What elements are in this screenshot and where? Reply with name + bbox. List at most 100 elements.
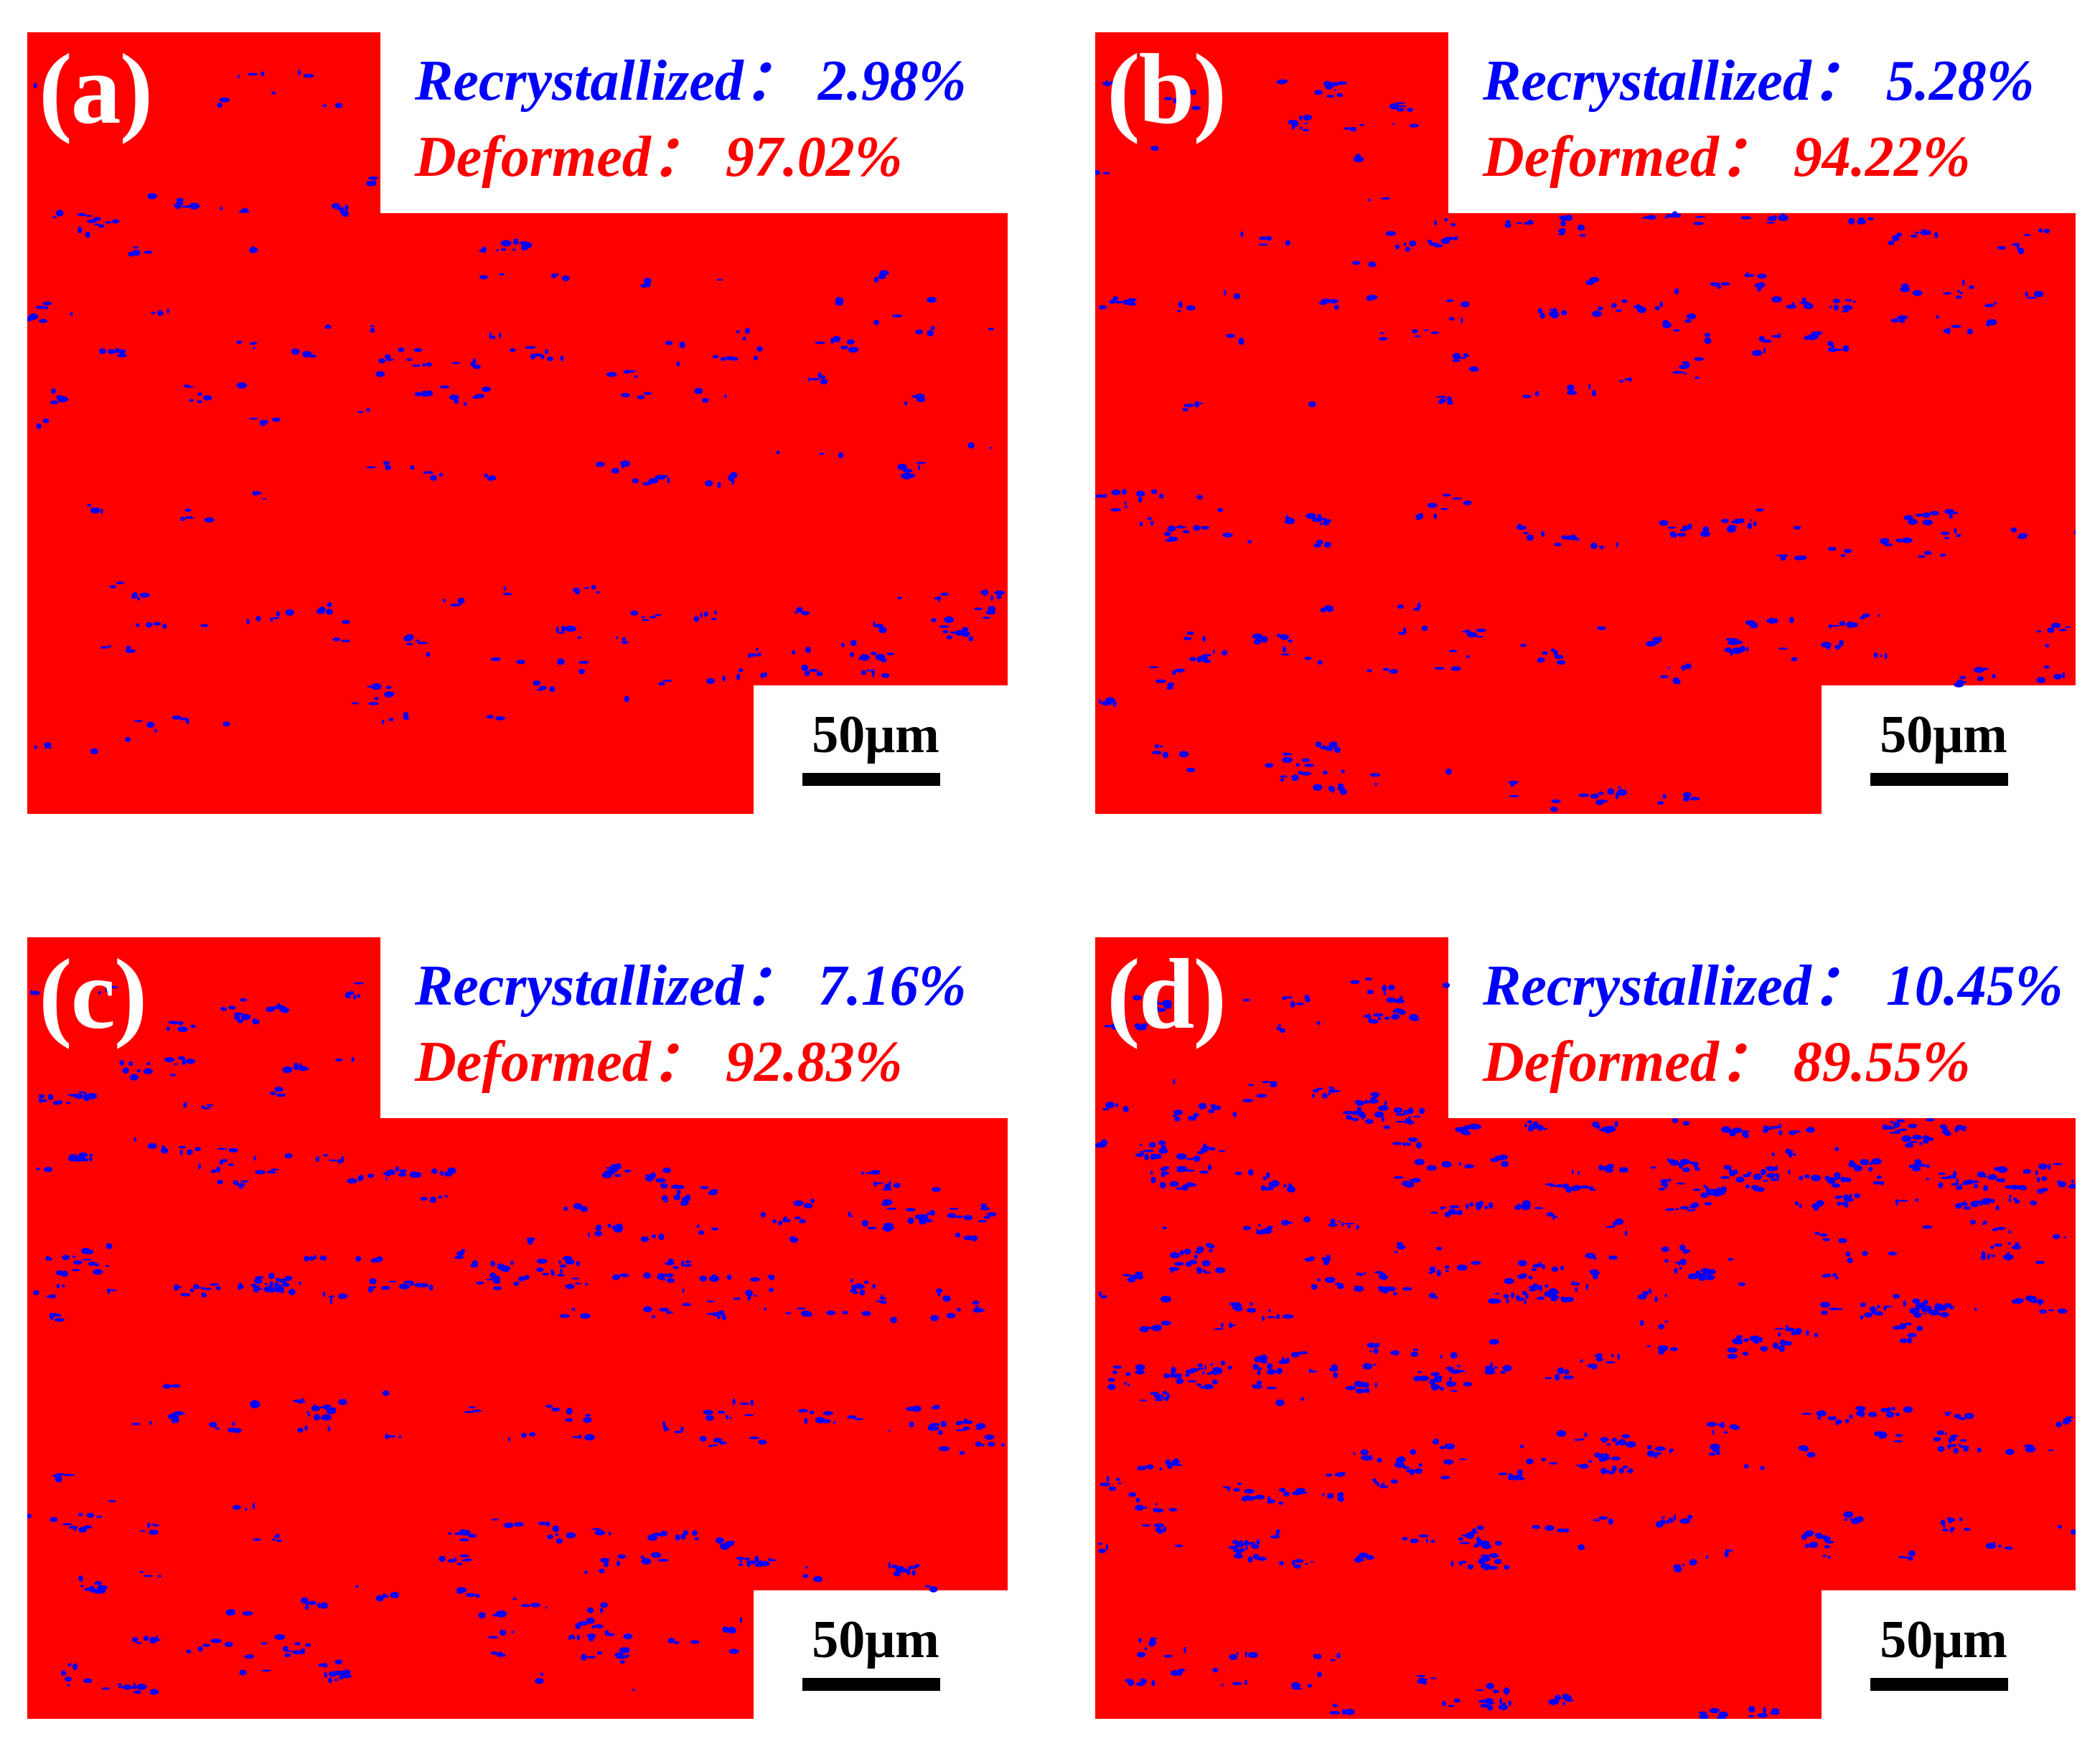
recrystallized-grain — [1926, 1178, 1929, 1181]
recrystallized-grain — [1375, 1343, 1380, 1347]
recrystallized-grain — [487, 715, 494, 719]
recrystallized-grain — [174, 203, 179, 207]
recrystallized-grain — [1516, 1297, 1525, 1301]
recrystallized-grain — [1757, 1712, 1768, 1718]
recrystallized-grain — [606, 372, 617, 377]
recrystallized-grain — [1176, 525, 1184, 529]
recrystallized-grain — [1504, 1565, 1510, 1570]
recrystallized-grain — [1390, 1479, 1398, 1484]
recrystallized-grain — [892, 314, 902, 318]
recrystallized-grain — [339, 1675, 344, 1680]
recrystallized-grain — [1398, 1455, 1405, 1460]
recrystallized-grain — [882, 1199, 890, 1205]
recrystallized-grain — [475, 1593, 480, 1598]
recrystallized-grain — [1394, 1251, 1398, 1254]
recrystallized-grain — [1285, 240, 1290, 246]
recrystallized-grain — [746, 1562, 751, 1567]
recrystallized-grain — [215, 1427, 220, 1430]
recrystallized-grain — [772, 1219, 777, 1224]
recrystallized-grain — [1171, 1669, 1179, 1676]
recrystallized-grain — [933, 1404, 940, 1408]
recrystallized-grain — [1544, 1284, 1549, 1288]
recrystallized-grain — [1592, 1275, 1598, 1280]
recrystallized-grain — [1915, 1198, 1918, 1202]
recrystallized-grain — [197, 400, 202, 403]
recrystallized-grain — [1963, 1206, 1972, 1210]
recrystallized-grain — [202, 1643, 210, 1647]
recrystallized-grain — [1158, 493, 1164, 499]
recrystallized-grain — [703, 611, 708, 617]
recrystallized-grain — [1389, 103, 1400, 110]
recrystallized-grain — [940, 1420, 947, 1427]
recrystallized-grain — [873, 621, 876, 627]
recrystallized-grain — [1503, 1294, 1510, 1299]
recrystallized-grain — [444, 1195, 449, 1198]
recrystallized-grain — [1412, 1349, 1418, 1351]
recrystallized-grain — [1305, 997, 1311, 1003]
recrystallized-grain — [1433, 1378, 1442, 1383]
recrystallized-grain — [1447, 1704, 1456, 1707]
recrystallized-grain — [1150, 489, 1158, 494]
recrystallized-grain — [1814, 1232, 1819, 1235]
recrystallized-grain — [1527, 1120, 1532, 1124]
recrystallized-grain — [1374, 782, 1377, 787]
recrystallized-grain — [1752, 350, 1763, 357]
recrystallized-grain — [1433, 244, 1443, 248]
recrystallized-grain — [1238, 339, 1244, 345]
recrystallized-grain — [430, 474, 437, 481]
recrystallized-grain — [334, 1673, 344, 1676]
recrystallized-grain — [1358, 1272, 1364, 1277]
recrystallized-grain — [1962, 279, 1965, 286]
recrystallized-grain — [946, 1313, 956, 1318]
recrystallized-grain — [1844, 1419, 1850, 1423]
recrystallized-grain — [88, 1261, 96, 1266]
recrystallized-grain — [663, 1197, 668, 1203]
recrystallized-grain — [1839, 1202, 1848, 1206]
recrystallized-grain — [149, 1689, 159, 1695]
recrystallized-grain — [264, 1283, 268, 1285]
recrystallized-grain — [1242, 1099, 1254, 1102]
recrystallized-grain — [143, 1068, 153, 1074]
scale-bar-box: 50μm — [754, 1590, 1008, 1719]
recrystallized-grain — [700, 612, 703, 619]
recrystallized-grain — [61, 1284, 65, 1288]
recrystallized-grain — [201, 1105, 205, 1108]
recrystallized-grain — [819, 453, 825, 455]
recrystallized-grain — [275, 1636, 278, 1638]
recrystallized-grain — [285, 609, 294, 616]
recrystallized-grain — [2043, 228, 2050, 233]
recrystallized-grain — [167, 308, 169, 314]
recrystallized-grain — [463, 402, 467, 406]
recrystallized-grain — [1466, 1204, 1469, 1209]
recrystallized-grain — [905, 1208, 916, 1211]
recrystallized-grain — [1481, 1562, 1486, 1569]
recrystallized-grain — [1278, 1360, 1282, 1364]
recrystallized-grain — [1341, 1221, 1344, 1227]
recrystallized-grain — [326, 609, 333, 615]
recrystallized-grain — [69, 1526, 78, 1529]
recrystallized-grain — [1827, 1416, 1837, 1420]
recrystallized-grain — [733, 1297, 741, 1300]
recrystallized-grain — [1149, 1142, 1156, 1148]
recrystallized-grain — [1472, 1528, 1476, 1532]
recrystallized-grain — [169, 1074, 176, 1077]
recrystallized-grain — [1684, 372, 1687, 375]
recrystallized-grain — [46, 1257, 53, 1261]
recrystallized-grain — [1276, 1026, 1280, 1031]
recrystallized-grain — [284, 1275, 293, 1281]
recrystallized-grain — [895, 1567, 903, 1572]
deformed-label: Deformed — [1483, 1031, 1719, 1094]
recrystallized-grain — [1167, 1462, 1173, 1469]
recrystallized-grain — [357, 411, 364, 413]
recrystallized-grain — [69, 1154, 78, 1156]
recrystallized-grain — [938, 1430, 943, 1435]
recrystallized-grain — [1242, 1496, 1247, 1499]
recrystallized-grain — [655, 1178, 666, 1183]
recrystallized-grain — [72, 1663, 78, 1671]
recrystallized-grain — [1552, 1215, 1558, 1219]
recrystallized-grain — [413, 348, 423, 352]
recrystallized-grain — [1450, 222, 1456, 227]
recrystallized-grain — [711, 617, 717, 621]
recrystallized-grain — [1517, 1260, 1527, 1267]
recrystallized-grain — [263, 497, 266, 500]
